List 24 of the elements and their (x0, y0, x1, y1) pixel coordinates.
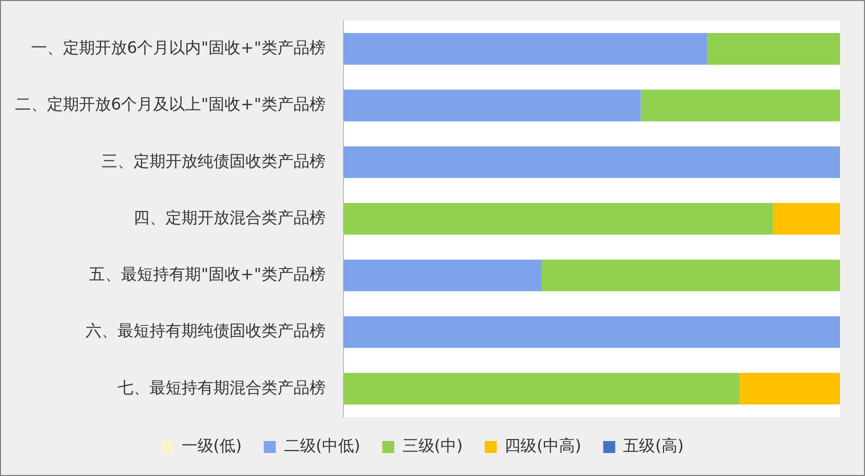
bar (343, 202, 773, 235)
y-tick-label: 六、最短持有期纯债固收类产品榜 (85, 321, 326, 340)
y-tick-label: 二、定期开放6个月及以上"固收+"类产品榜 (14, 94, 326, 114)
legend-label: 五级(高) (623, 436, 684, 456)
bar (541, 260, 840, 292)
legend-label: 三级(中) (402, 436, 463, 456)
bar (740, 372, 840, 405)
y-tick-label: 五、最短持有期"固收+"类产品榜 (89, 264, 326, 284)
y-tick-label: 七、最短持有期混合类产品榜 (117, 378, 326, 397)
bar (343, 146, 840, 178)
y-tick-label: 四、定期开放混合类产品榜 (133, 208, 326, 227)
bar (343, 316, 840, 348)
bar (343, 260, 542, 292)
y-tick-label: 三、定期开放纯债固收类产品榜 (101, 151, 326, 170)
bar (343, 33, 708, 65)
bar (707, 33, 840, 65)
legend-label: 四级(中高) (504, 436, 582, 456)
bar (772, 202, 840, 235)
bar (343, 90, 641, 122)
bar (640, 90, 840, 122)
legend-label: 二级(中低) (284, 436, 360, 456)
bar (343, 372, 740, 405)
legend-label: 一级(低) (181, 436, 242, 456)
y-tick-label: 一、定期开放6个月以内"固收+"类产品榜 (30, 38, 326, 58)
